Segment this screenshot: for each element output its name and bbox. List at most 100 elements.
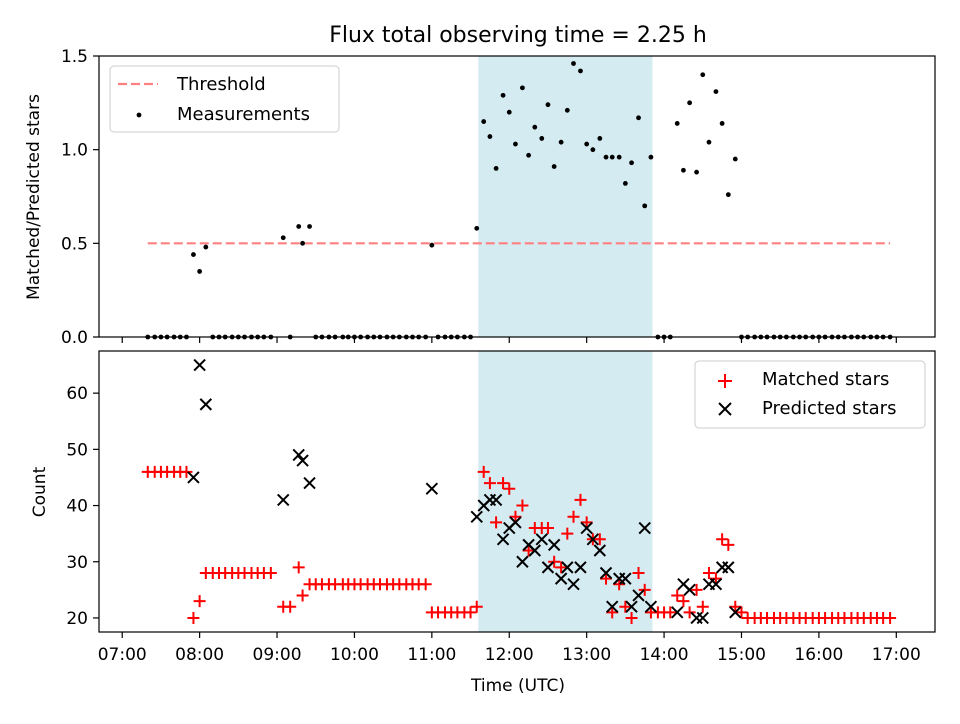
measurement-point (500, 92, 506, 98)
predicted-star-point (593, 544, 607, 557)
predicted-star-point (496, 533, 510, 546)
predicted-stars-series (187, 358, 742, 625)
predicted-star-point (599, 566, 613, 580)
predicted-star-point (296, 454, 309, 467)
matched-star-point (683, 606, 696, 619)
matched-star-point (522, 544, 535, 557)
matched-star-point (632, 566, 645, 579)
xtick-label: 16:00 (794, 645, 843, 665)
predicted-star-point (516, 555, 529, 568)
legend-predicted-swatch (718, 402, 732, 416)
bottom-ytick-label: 50 (66, 440, 88, 460)
measurements-series (145, 61, 893, 340)
measurement-point (197, 269, 203, 274)
top-x-ticks (121, 337, 897, 343)
matched-star-point (284, 600, 297, 613)
top-ytick-label: 0.5 (61, 234, 88, 254)
xtick-label: 09:00 (253, 645, 302, 665)
xtick-label: 14:00 (640, 645, 689, 665)
legend-measurements-swatch (136, 112, 142, 118)
measurement-point (191, 252, 196, 257)
predicted-star-point (606, 600, 619, 613)
predicted-star-point (489, 493, 503, 507)
measurement-point (487, 134, 493, 139)
measurement-point (732, 156, 738, 162)
predicted-star-point (638, 521, 651, 535)
measurement-point (578, 68, 583, 74)
matched-star-point (884, 611, 897, 624)
measurement-point (694, 169, 699, 175)
matched-star-point (696, 600, 709, 613)
matched-star-point (464, 606, 477, 619)
xtick-label: 10:00 (330, 645, 379, 665)
measurement-point (636, 115, 641, 121)
matched-star-point (193, 595, 206, 608)
predicted-star-point (187, 471, 200, 484)
matched-star-point (735, 606, 748, 619)
matched-star-point (567, 510, 580, 523)
top-ytick-label: 1.0 (61, 141, 88, 161)
measurement-point (648, 154, 654, 160)
top-ytick-label: 1.5 (61, 47, 88, 67)
predicted-star-point (671, 606, 684, 619)
matched-star-point (580, 516, 593, 529)
bottom-ytick-label: 60 (66, 384, 88, 404)
measurement-point (203, 244, 209, 250)
predicted-star-point (644, 600, 658, 613)
measurement-point (584, 141, 590, 147)
matched-star-point (709, 572, 722, 585)
measurement-point (597, 136, 603, 141)
predicted-star-point (193, 358, 206, 372)
measurement-point (539, 136, 545, 141)
predicted-star-point (580, 521, 593, 535)
bottom-y-axis-label: Count (30, 466, 50, 517)
matched-star-point (664, 606, 677, 619)
matched-star-point (555, 561, 568, 574)
bottom-legend: Matched stars Predicted stars (694, 360, 926, 429)
matched-star-point (503, 482, 516, 495)
predicted-star-point (574, 561, 587, 574)
measurement-point (700, 72, 706, 78)
matched-star-point (483, 477, 496, 490)
measurement-point (300, 240, 305, 246)
matched-star-point (619, 600, 632, 613)
predicted-star-point (292, 448, 305, 462)
predicted-star-point (528, 544, 542, 557)
matched-star-point (702, 566, 715, 579)
predicted-star-point (470, 510, 483, 523)
predicted-star-point (722, 561, 735, 574)
matched-star-point (561, 527, 574, 540)
matched-star-point (600, 572, 613, 585)
top-ytick-label: 0.0 (61, 328, 88, 348)
predicted-star-point (625, 600, 638, 613)
predicted-star-point (199, 398, 213, 411)
predicted-star-point (632, 589, 645, 602)
top-shaded-interval (478, 56, 653, 337)
predicted-star-point (535, 533, 548, 546)
xtick-label: 07:00 (98, 645, 147, 665)
measurement-point (706, 139, 712, 145)
xtick-label: 11:00 (407, 645, 456, 665)
bottom-panel: 20 30 40 50 60 07:00 08:00 09:00 10:00 11:00 12:0… (30, 350, 936, 696)
predicted-star-point (729, 606, 742, 619)
measurement-point (687, 100, 693, 106)
bottom-axes-frame (98, 350, 936, 633)
matched-star-point (548, 555, 561, 568)
bottom-ytick-label: 40 (66, 497, 88, 517)
xtick-label: 13:00 (562, 645, 611, 665)
xtick-label: 17:00 (872, 645, 921, 665)
top-y-axis-label: Matched/Predicted stars (24, 94, 44, 300)
legend-predicted-label: Predicted stars (762, 398, 896, 419)
matched-star-point (292, 561, 305, 574)
matched-star-point (419, 578, 432, 591)
matched-star-point (497, 477, 510, 490)
measurement-point (481, 119, 487, 124)
measurement-point (681, 167, 686, 173)
predicted-star-point (303, 476, 316, 490)
measurement-point (719, 121, 725, 126)
measurement-point (629, 160, 634, 166)
measurement-point (558, 139, 564, 145)
measurement-point (307, 224, 312, 229)
predicted-star-point (709, 578, 723, 591)
legend-threshold-label: Threshold (176, 74, 266, 95)
